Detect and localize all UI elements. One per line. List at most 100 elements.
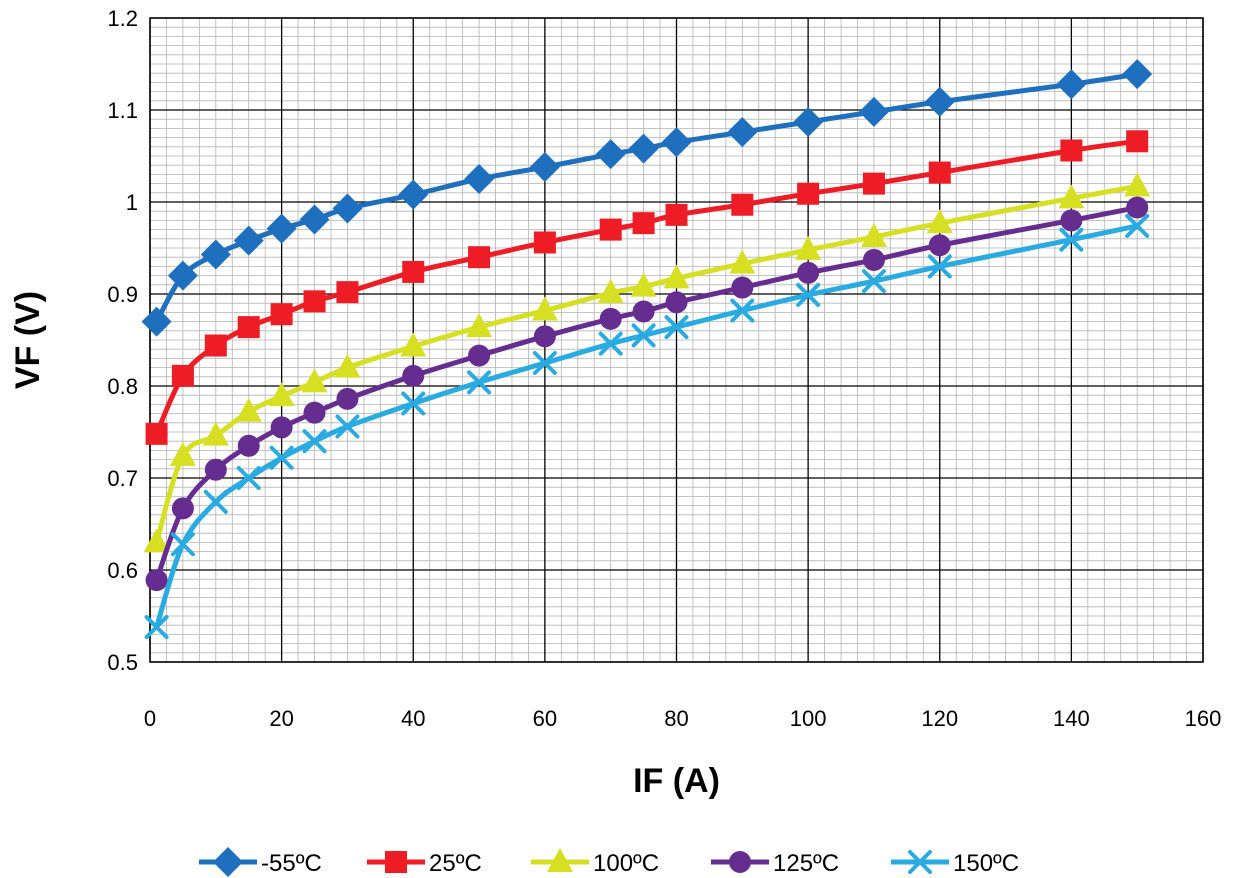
data-point-diamond bbox=[1122, 59, 1153, 90]
data-point-square bbox=[204, 334, 227, 357]
data-point-square bbox=[928, 161, 951, 184]
data-point-square bbox=[468, 246, 491, 269]
data-point-x bbox=[467, 370, 492, 395]
data-point-triangle bbox=[1058, 184, 1085, 209]
data-point-square bbox=[385, 851, 407, 873]
x-tick-label: 40 bbox=[401, 706, 425, 731]
data-point-triangle bbox=[630, 272, 657, 297]
data-point-circle bbox=[237, 434, 260, 457]
legend-label: 25ºC bbox=[429, 850, 482, 877]
x-tick-label: 120 bbox=[921, 706, 958, 731]
data-point-x bbox=[598, 331, 623, 356]
data-point-circle bbox=[468, 344, 491, 367]
data-point-x-stroke bbox=[1125, 213, 1150, 238]
data-point-square bbox=[533, 231, 556, 254]
x-tick-label: 140 bbox=[1053, 706, 1090, 731]
data-point-x-stroke bbox=[1059, 227, 1084, 252]
series-triangle bbox=[143, 172, 1151, 553]
data-point-circle bbox=[336, 387, 359, 410]
data-point-diamond bbox=[924, 86, 955, 117]
data-point-x bbox=[1125, 213, 1150, 238]
data-point-circle bbox=[533, 325, 556, 348]
data-point-x bbox=[664, 315, 689, 340]
data-point-x-stroke bbox=[927, 254, 952, 279]
x-axis-title: IF (A) bbox=[633, 762, 720, 800]
data-point-square bbox=[862, 172, 885, 195]
series-line bbox=[154, 183, 1140, 545]
data-point-triangle bbox=[860, 222, 887, 247]
data-point-square bbox=[1126, 130, 1149, 153]
data-point-diamond bbox=[167, 260, 198, 291]
data-point-square bbox=[303, 290, 326, 313]
legend-label: -55ºC bbox=[261, 850, 322, 877]
y-tick-label: 1.2 bbox=[107, 6, 138, 31]
data-point-x-stroke bbox=[631, 323, 656, 348]
legend-item: 150ºC bbox=[891, 850, 1019, 877]
plot-area-border bbox=[149, 17, 1204, 663]
data-point-diamond bbox=[661, 127, 692, 158]
data-point-square bbox=[336, 281, 359, 304]
data-point-square bbox=[731, 193, 754, 216]
data-point-x-stroke bbox=[144, 615, 169, 640]
legend-item: -55ºC bbox=[199, 847, 322, 877]
data-point-square bbox=[797, 182, 820, 205]
data-point-square bbox=[237, 316, 260, 339]
data-point-square bbox=[145, 422, 168, 445]
series-square bbox=[145, 130, 1149, 445]
data-point-triangle bbox=[268, 382, 295, 407]
data-point-square bbox=[632, 212, 655, 235]
data-point-x-stroke bbox=[203, 489, 228, 514]
data-point-triangle bbox=[597, 279, 624, 304]
data-point-diamond bbox=[141, 306, 172, 337]
data-point-x-stroke bbox=[170, 532, 195, 557]
data-point-x bbox=[335, 414, 360, 439]
data-point-diamond bbox=[793, 106, 824, 137]
data-point-triangle bbox=[795, 235, 822, 260]
data-point-square bbox=[402, 260, 425, 283]
data-point-circle bbox=[928, 234, 951, 257]
data-point-circle bbox=[402, 364, 425, 387]
x-tick-label: 0 bbox=[144, 706, 156, 731]
legend-item: 100ºC bbox=[531, 848, 659, 877]
data-point-x bbox=[730, 298, 755, 323]
data-point-circle bbox=[171, 497, 194, 520]
data-point-x bbox=[269, 445, 294, 470]
data-point-diamond bbox=[233, 225, 264, 256]
data-point-triangle bbox=[235, 397, 262, 422]
data-point-x bbox=[170, 532, 195, 557]
x-tick-label: 80 bbox=[664, 706, 688, 731]
data-point-square bbox=[599, 218, 622, 241]
data-point-circle bbox=[1060, 209, 1083, 232]
data-point-x bbox=[401, 391, 426, 416]
data-point-x bbox=[532, 351, 557, 375]
data-point-x bbox=[927, 254, 952, 279]
data-point-circle bbox=[145, 569, 168, 592]
data-point-x bbox=[908, 850, 932, 874]
x-tick-label: 20 bbox=[269, 706, 293, 731]
x-tick-label: 100 bbox=[790, 706, 827, 731]
data-point-diamond bbox=[200, 239, 231, 270]
data-point-diamond bbox=[858, 96, 889, 127]
data-point-diamond bbox=[529, 152, 560, 183]
y-tick-labels: 0.5 0.6 0.7 0.8 0.9 1 1.1 1.2 bbox=[107, 6, 138, 675]
data-point-triangle bbox=[729, 249, 756, 274]
data-point-square bbox=[171, 364, 194, 387]
data-point-x bbox=[144, 615, 169, 640]
data-point-x bbox=[1059, 227, 1084, 252]
data-point-x bbox=[631, 323, 656, 348]
data-point-x-stroke bbox=[796, 282, 821, 307]
data-point-x bbox=[861, 269, 886, 294]
data-point-diamond bbox=[398, 179, 429, 210]
y-tick-label: 1.1 bbox=[107, 98, 138, 123]
data-point-circle bbox=[665, 291, 688, 314]
legend-item: 125ºC bbox=[711, 850, 839, 877]
x-tick-labels: 0 20 40 60 80 100 120 140 160 bbox=[144, 706, 1221, 731]
data-point-diamond bbox=[266, 213, 297, 244]
y-tick-label: 0.6 bbox=[107, 558, 138, 583]
data-point-triangle bbox=[143, 528, 170, 553]
data-point-circle bbox=[862, 248, 885, 271]
data-point-diamond bbox=[727, 117, 758, 148]
data-point-triangle bbox=[547, 848, 573, 872]
data-point-x-stroke bbox=[236, 466, 261, 490]
